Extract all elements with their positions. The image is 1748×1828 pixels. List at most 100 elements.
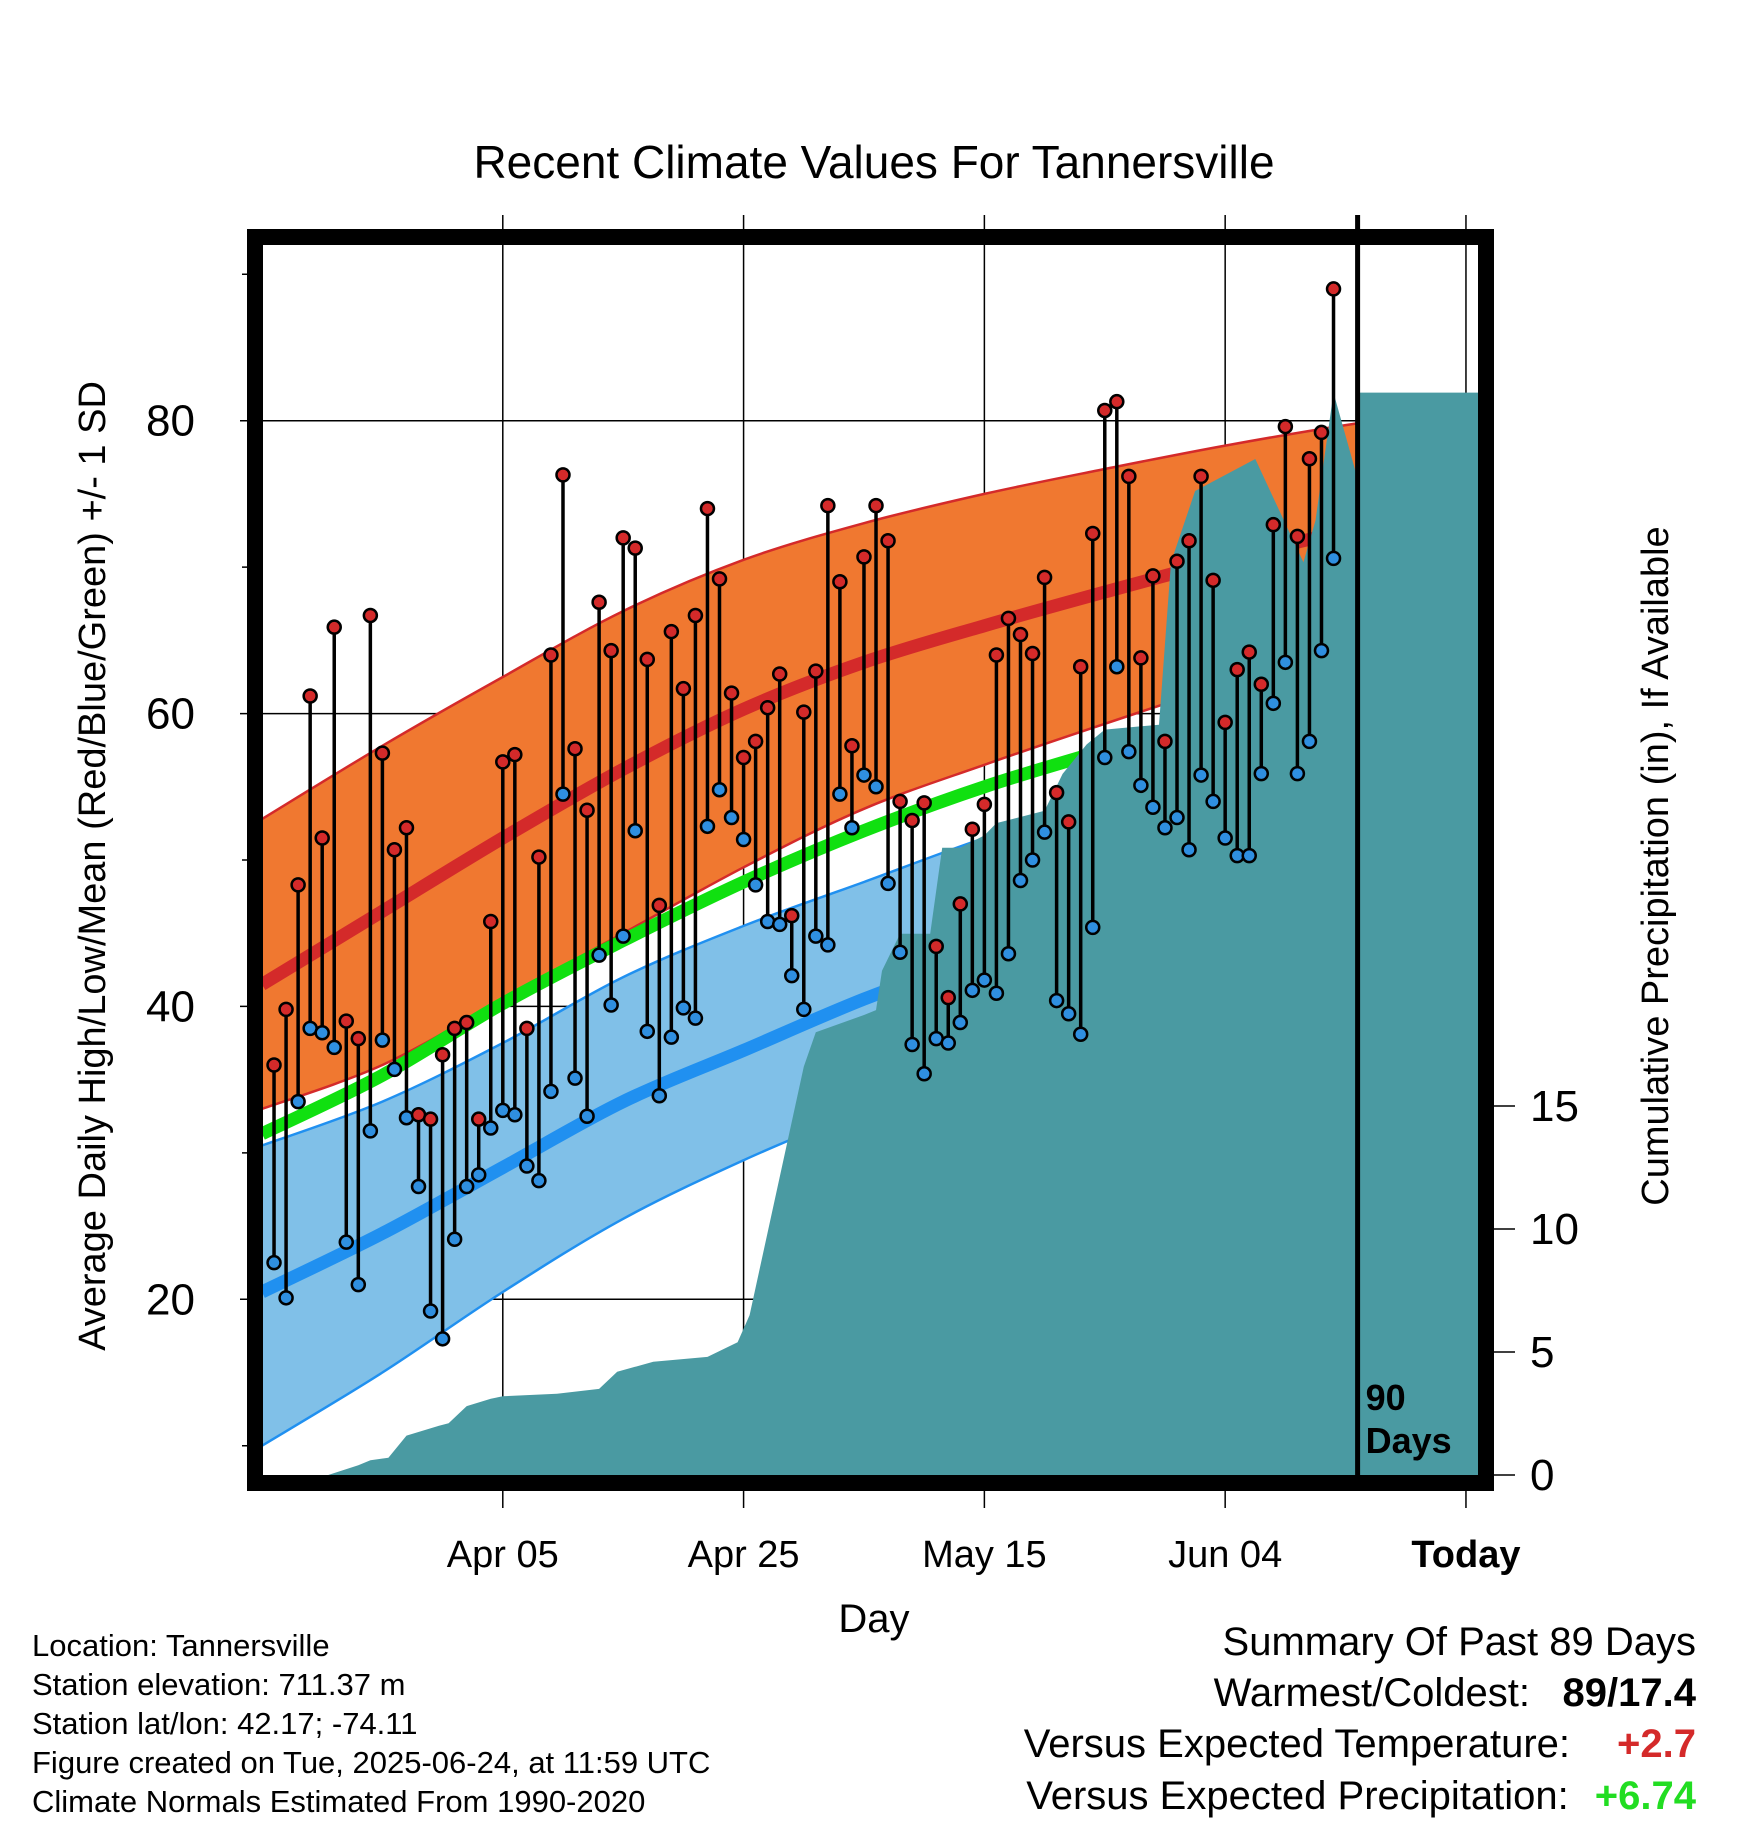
daily-low-marker xyxy=(1000,945,1017,962)
daily-high-marker xyxy=(952,896,969,912)
summary-warm-cold: Warmest/Coldest: 89/17.4 xyxy=(1214,1671,1696,1716)
daily-low-marker xyxy=(699,818,716,835)
daily-high-marker xyxy=(338,1013,355,1029)
daily-low-marker xyxy=(783,967,800,984)
daily-low-marker xyxy=(1109,658,1125,675)
daily-high-marker xyxy=(880,533,896,549)
daily-low-marker xyxy=(519,1158,535,1174)
daily-low-marker xyxy=(723,809,740,826)
daily-high-marker xyxy=(627,540,643,556)
daily-low-marker xyxy=(1121,743,1137,760)
daily-low-marker xyxy=(446,1231,463,1247)
daily-high-marker xyxy=(832,574,848,590)
y-tick-label: 40 xyxy=(146,982,195,1031)
summary-temp-label: Versus Expected Temperature: xyxy=(1023,1722,1570,1766)
y2-tick-label: 15 xyxy=(1530,1082,1579,1131)
daily-high-marker xyxy=(1060,814,1077,830)
daily-high-marker xyxy=(820,497,836,514)
daily-low-marker xyxy=(952,1014,969,1031)
daily-high-marker xyxy=(1012,626,1029,643)
daily-low-marker xyxy=(1024,852,1041,868)
x-tick-label: May 15 xyxy=(922,1534,1047,1576)
daily-high-marker xyxy=(856,549,872,565)
daily-low-marker xyxy=(892,944,908,960)
daily-high-marker xyxy=(1109,393,1125,410)
daily-low-marker xyxy=(434,1331,451,1347)
daily-low-marker xyxy=(1169,809,1185,826)
daily-high-marker xyxy=(1193,468,1209,485)
daily-high-marker xyxy=(1313,424,1330,441)
daily-low-marker xyxy=(808,928,824,944)
x-axis-label: Day xyxy=(838,1597,909,1641)
info-latlon: Station lat/lon: 42.17; -74.11 xyxy=(32,1706,418,1741)
summary-precip-label: Versus Expected Precipitation: xyxy=(1026,1774,1569,1818)
x-tick-label: Apr 05 xyxy=(447,1534,559,1576)
daily-high-marker xyxy=(940,989,957,1006)
precip-area xyxy=(262,392,1478,1475)
daily-high-marker xyxy=(675,680,692,697)
daily-low-marker xyxy=(1097,749,1113,766)
daily-high-marker xyxy=(446,1020,463,1037)
daily-high-marker xyxy=(591,594,607,611)
daily-high-marker xyxy=(1169,553,1185,570)
daily-low-marker xyxy=(338,1234,355,1250)
daily-high-marker xyxy=(362,607,379,624)
daily-low-marker xyxy=(856,767,872,783)
daily-low-marker xyxy=(1072,1026,1089,1042)
x-tick-label: Jun 04 xyxy=(1168,1534,1282,1576)
daily-low-marker xyxy=(639,1023,656,1040)
daily-low-marker xyxy=(880,875,896,892)
daily-high-marker xyxy=(916,795,932,811)
daily-high-marker xyxy=(531,849,547,865)
daily-low-marker xyxy=(483,1120,499,1136)
daily-high-marker xyxy=(964,821,981,837)
daily-high-marker xyxy=(1253,676,1270,693)
daily-high-marker xyxy=(1289,528,1306,545)
y2-axis-label: Cumulative Precipitation (in), If Availa… xyxy=(1635,526,1677,1205)
y-axis-label: Average Daily High/Low/Mean (Red/Blue/Gr… xyxy=(72,381,114,1351)
y2-tick-label: 10 xyxy=(1530,1205,1579,1254)
daily-high-marker xyxy=(386,842,403,858)
daily-high-marker xyxy=(976,796,993,813)
daily-low-marker xyxy=(675,1000,692,1016)
daily-low-marker xyxy=(603,997,619,1013)
daily-low-marker xyxy=(1265,695,1282,712)
plot-content xyxy=(262,281,1478,1475)
daily-high-marker xyxy=(1157,733,1173,750)
daily-high-marker xyxy=(711,571,728,587)
daily-high-marker xyxy=(470,1111,487,1127)
daily-high-marker xyxy=(290,877,306,893)
daily-high-marker xyxy=(422,1111,439,1127)
daily-low-marker xyxy=(735,831,752,848)
y-tick-label: 80 xyxy=(146,397,195,446)
daily-low-marker xyxy=(627,822,643,839)
daily-low-marker xyxy=(964,982,981,999)
daily-low-marker xyxy=(916,1066,932,1082)
summary-warm-cold-label: Warmest/Coldest: xyxy=(1213,1671,1530,1715)
summary-temp-value: +2.7 xyxy=(1617,1722,1696,1766)
daily-low-marker xyxy=(591,947,607,963)
daily-high-marker xyxy=(1241,644,1257,660)
daily-low-marker xyxy=(314,1025,330,1041)
daily-high-marker xyxy=(615,530,631,546)
daily-low-marker xyxy=(266,1254,282,1271)
daily-low-marker xyxy=(940,1035,957,1051)
daily-high-marker xyxy=(988,647,1005,663)
daily-high-marker xyxy=(495,754,511,770)
high-sd-band-upper-edge xyxy=(262,404,1478,821)
daily-low-marker xyxy=(1181,842,1197,858)
daily-high-marker xyxy=(483,913,499,930)
daily-low-marker xyxy=(771,916,788,933)
daily-high-marker xyxy=(1133,650,1149,666)
daily-high-marker xyxy=(1181,533,1197,549)
daily-high-marker xyxy=(519,1020,535,1037)
x-tick-label: Apr 25 xyxy=(688,1534,800,1576)
daily-high-marker xyxy=(699,500,716,517)
daily-high-marker xyxy=(687,607,704,624)
daily-high-marker xyxy=(434,1047,451,1063)
daily-low-marker xyxy=(458,1178,475,1195)
daily-low-marker xyxy=(1217,830,1233,846)
daily-high-marker xyxy=(278,1001,294,1018)
